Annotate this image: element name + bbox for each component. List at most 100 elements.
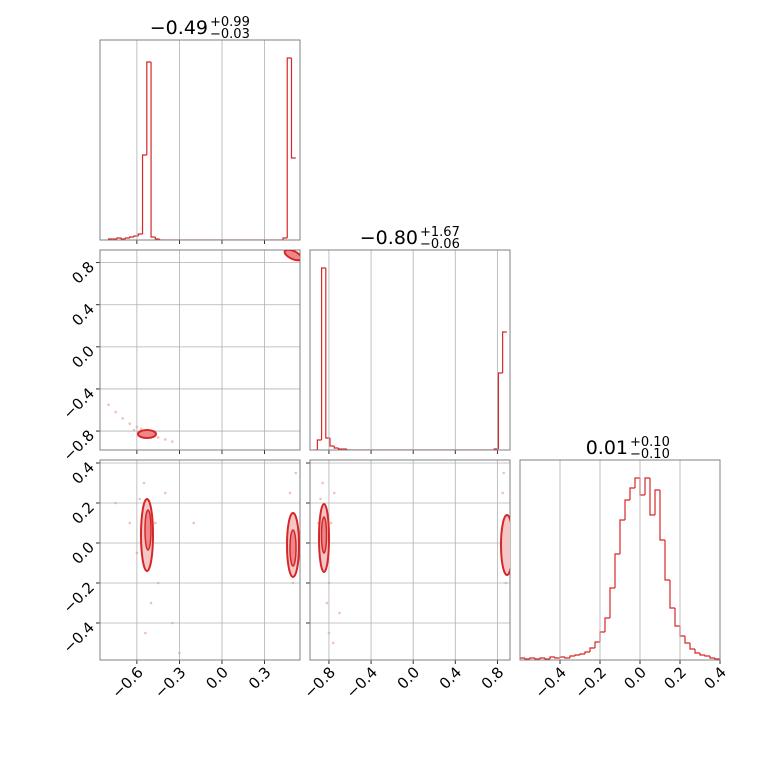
- scatter-point: [139, 427, 143, 431]
- hist-step: [684, 636, 690, 644]
- y-tick-label: −0.2: [60, 578, 98, 616]
- y-tick-label: −0.8: [60, 426, 98, 464]
- hist-step: [619, 519, 625, 554]
- hist-step: [325, 268, 330, 439]
- contour: [289, 529, 297, 567]
- scatter-point: [288, 491, 292, 495]
- y-tick-label: 0.0: [68, 538, 98, 568]
- hist-step: [146, 61, 152, 155]
- panel: −0.4 −0.2 0.0 0.2 0.4 0.01 +0.10−0.10: [519, 435, 730, 702]
- hist-step: [337, 448, 343, 450]
- scatter-point: [192, 521, 195, 525]
- hist-step: [120, 238, 126, 240]
- scatter-point: [156, 436, 160, 439]
- y-tick-label: 0.0: [68, 342, 98, 372]
- hist-step: [604, 617, 610, 632]
- y-tick-label: 0.2: [68, 498, 98, 528]
- title-upper: +1.67: [420, 225, 460, 240]
- hist-step: [133, 235, 139, 237]
- x-tick-label: −0.8: [300, 663, 338, 701]
- x-tick-label: −0.4: [532, 663, 570, 701]
- y-tick-label: −0.4: [60, 384, 98, 422]
- panel-data: [317, 471, 509, 645]
- title-upper: +0.99: [210, 15, 250, 30]
- hist-step: [594, 641, 600, 648]
- scatter-point: [138, 497, 142, 501]
- hist-step: [529, 657, 535, 659]
- panel-frame: [99, 459, 301, 661]
- hist-step: [639, 478, 645, 496]
- plot-layer: −0.49 +0.99−0.030.80.40.0−0.4−0.8−0.80 +1.…: [60, 15, 730, 702]
- x-tick-label: −0.6: [108, 663, 146, 701]
- panel-frame: [99, 249, 301, 451]
- scatter-point: [144, 631, 147, 635]
- hist-step: [544, 658, 550, 660]
- hist-step: [497, 372, 503, 449]
- hist-step: [549, 656, 555, 659]
- hist-step: [559, 656, 565, 658]
- panel-frame: [99, 39, 301, 241]
- scatter-point: [501, 491, 504, 495]
- hist-step: [158, 239, 164, 240]
- hist-step: [524, 658, 530, 660]
- scatter-point: [121, 417, 124, 420]
- panel-data: [107, 57, 296, 240]
- title-lower: −0.06: [420, 237, 460, 252]
- hist-step: [290, 58, 296, 159]
- hist-step: [520, 657, 525, 660]
- hist-step: [569, 655, 575, 658]
- hist-step: [329, 438, 335, 447]
- title-main: −0.80: [360, 227, 418, 249]
- x-tick-label: −0.2: [572, 663, 610, 701]
- x-tick-label: 0.3: [245, 663, 275, 693]
- hist-step: [699, 653, 705, 656]
- hist-step: [664, 540, 670, 581]
- hist-step: [320, 267, 326, 440]
- scatter-point: [107, 403, 110, 407]
- title-lower: −0.03: [210, 27, 250, 42]
- panel: −0.6 −0.3 0.0 0.30.40.20.0−0.2−0.4: [60, 458, 301, 702]
- panel-frame: [519, 459, 721, 661]
- hist-step: [679, 626, 685, 637]
- hist-step: [704, 655, 710, 657]
- x-tick-label: 0.0: [394, 663, 424, 693]
- title-lower: −0.10: [630, 447, 670, 462]
- contour: [283, 250, 300, 262]
- contour: [144, 509, 152, 551]
- contour: [500, 514, 510, 576]
- hist-step: [154, 237, 160, 240]
- y-tick-label: −0.4: [60, 618, 98, 656]
- x-tick-label: −0.3: [151, 663, 189, 701]
- scatter-point: [338, 611, 341, 615]
- hist-step: [654, 489, 660, 515]
- scatter-point: [329, 521, 333, 525]
- contours: [137, 250, 510, 578]
- hist-step: [649, 478, 655, 516]
- hist-step: [129, 236, 135, 238]
- hist-step: [659, 490, 665, 541]
- scatter-point: [171, 440, 174, 443]
- hist-step: [674, 608, 680, 627]
- hist-step: [629, 487, 635, 500]
- scatter-point: [154, 521, 157, 525]
- panel-data: [107, 252, 299, 443]
- panel: −0.80 +1.67−0.06: [309, 225, 511, 454]
- hist-step: [141, 154, 147, 234]
- hist-step: [316, 439, 322, 450]
- y-tick-label: 0.4: [68, 300, 98, 330]
- hist-step: [116, 237, 122, 239]
- hist-step: [137, 233, 143, 236]
- x-tick-label: −0.4: [343, 663, 381, 701]
- panel-data: [520, 477, 720, 660]
- hist-step: [634, 477, 640, 488]
- scatter-point: [128, 521, 132, 525]
- hist-step: [564, 657, 570, 659]
- hist-step: [539, 657, 545, 659]
- scatter-point: [114, 410, 117, 414]
- title-main: 0.01: [586, 437, 628, 459]
- hist-step: [689, 643, 695, 650]
- scatter-point: [163, 491, 167, 495]
- hist-step: [282, 237, 288, 240]
- hist-step: [534, 658, 540, 660]
